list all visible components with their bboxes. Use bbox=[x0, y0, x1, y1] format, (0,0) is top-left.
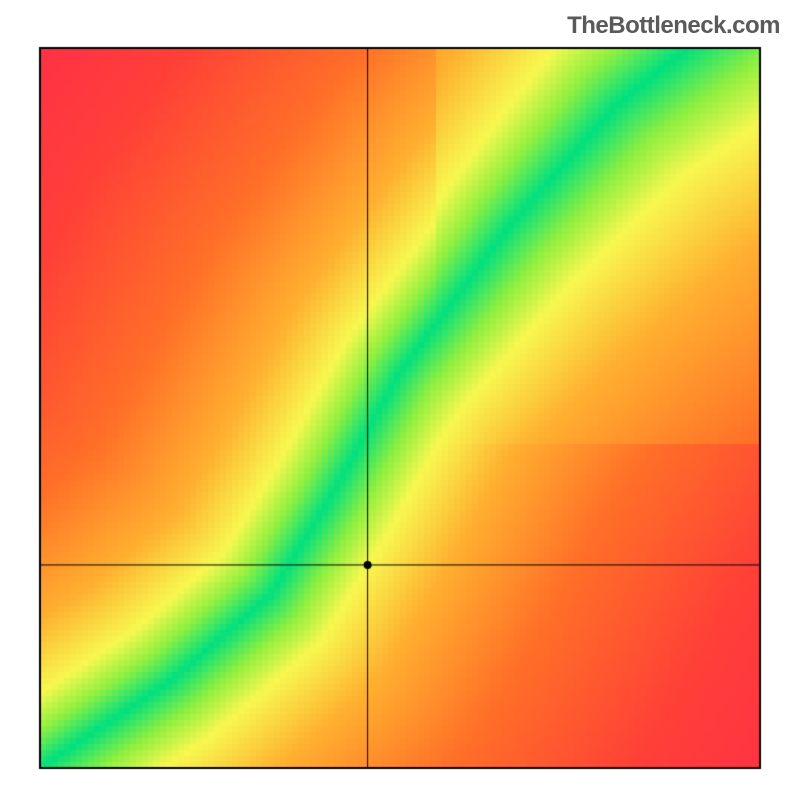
chart-container: TheBottleneck.com bbox=[0, 0, 800, 800]
watermark-text: TheBottleneck.com bbox=[567, 12, 780, 40]
bottleneck-heatmap bbox=[0, 0, 800, 800]
